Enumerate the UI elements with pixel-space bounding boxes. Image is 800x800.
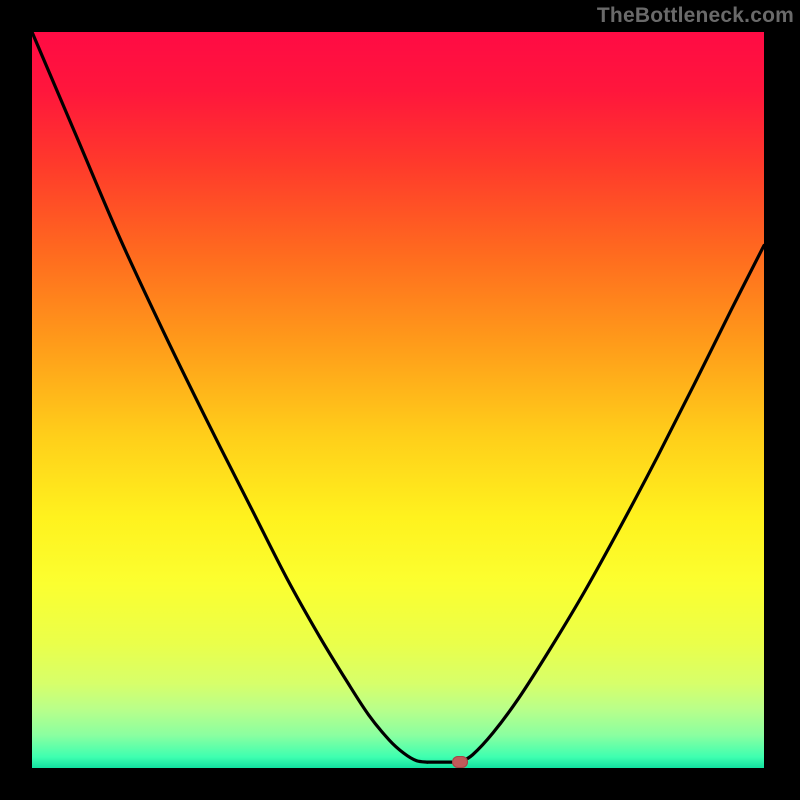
bottleneck-curve: [32, 32, 764, 768]
watermark-text: TheBottleneck.com: [597, 4, 794, 28]
chart-frame: TheBottleneck.com: [0, 0, 800, 800]
optimal-point-marker: [452, 756, 468, 768]
plot-area: [32, 32, 764, 768]
